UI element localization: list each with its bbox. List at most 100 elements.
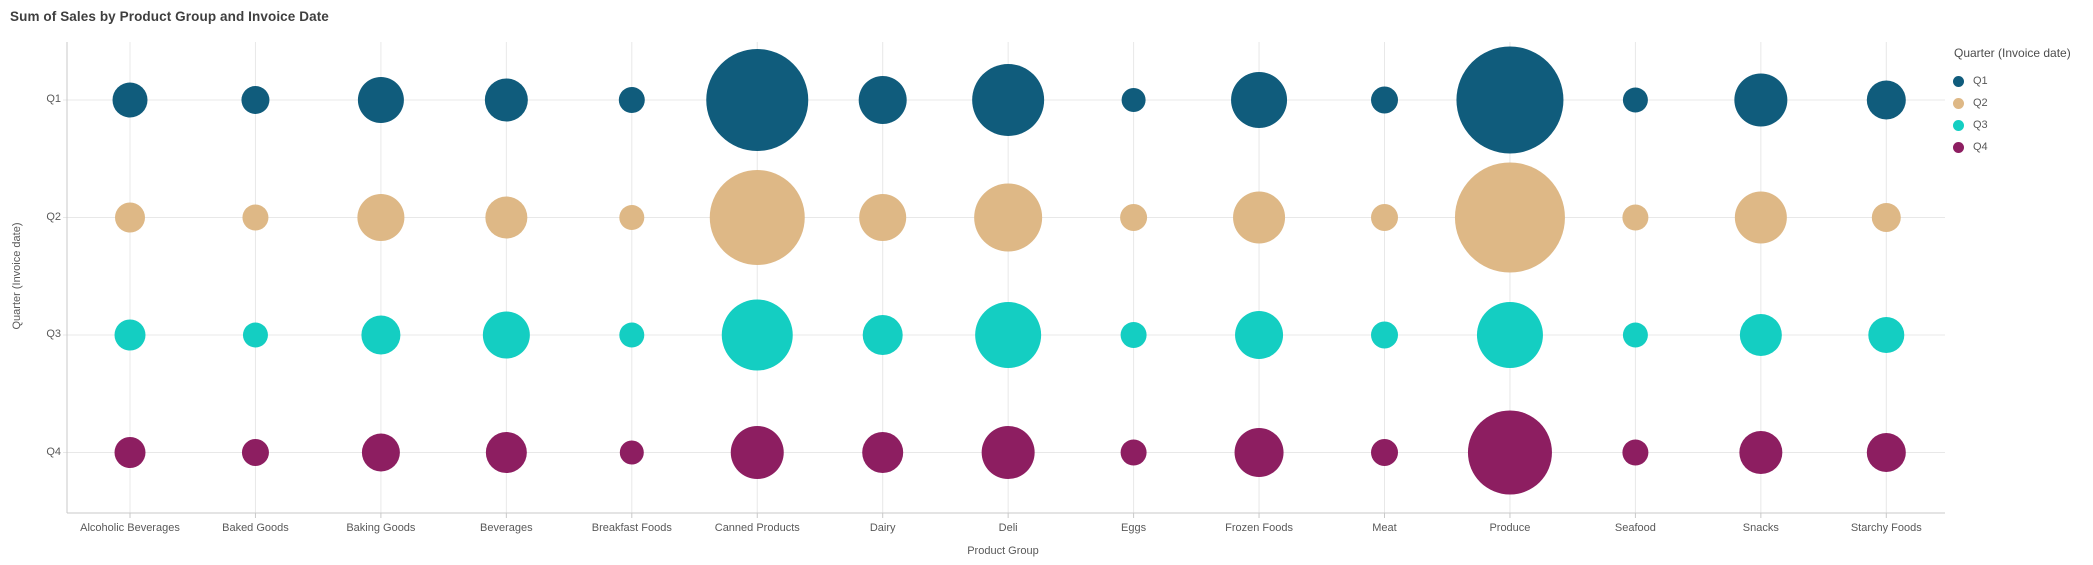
bubble-Q2-Eggs[interactable] [1120, 204, 1148, 231]
x-label-Beverages[interactable]: Beverages [480, 522, 533, 534]
bubble-Q3-Seafood[interactable] [1622, 322, 1648, 348]
bubble-Q3-Starchy Foods[interactable] [1868, 317, 1905, 353]
bubble-Q1-Canned Products[interactable] [706, 49, 809, 151]
bubble-Q2-Seafood[interactable] [1622, 204, 1649, 231]
bubble-Q4-Baked Goods[interactable] [241, 439, 269, 466]
bubble-Q3-Deli[interactable] [975, 302, 1042, 368]
bubble-Q4-Eggs[interactable] [1120, 439, 1147, 466]
bubbles [112, 46, 1906, 495]
bubble-Q3-Alcoholic Beverages[interactable] [114, 319, 146, 351]
bubble-Q3-Beverages[interactable] [482, 311, 530, 359]
bubble-Q3-Dairy[interactable] [862, 315, 903, 355]
x-label-Alcoholic Beverages[interactable]: Alcoholic Beverages [80, 522, 180, 534]
bubble-Q4-Frozen Foods[interactable] [1234, 428, 1284, 477]
y-label-Q1[interactable]: Q1 [46, 93, 61, 105]
x-label-Frozen Foods[interactable]: Frozen Foods [1225, 522, 1293, 534]
x-label-Seafood[interactable]: Seafood [1614, 522, 1656, 534]
legend-item-Q2[interactable]: Q2 [1953, 92, 2091, 114]
bubble-Q2-Baking Goods[interactable] [357, 194, 405, 241]
x-label-Snacks[interactable]: Snacks [1742, 522, 1779, 534]
x-label-Baked Goods[interactable]: Baked Goods [222, 522, 289, 534]
bubble-Q1-Meat[interactable] [1371, 86, 1398, 114]
bubble-Q2-Produce[interactable] [1454, 162, 1565, 273]
bubble-Q2-Frozen Foods[interactable] [1233, 191, 1286, 244]
bubble-Q1-Eggs[interactable] [1121, 88, 1146, 112]
bubble-Q4-Produce[interactable] [1467, 410, 1552, 495]
bubble-Q2-Beverages[interactable] [485, 196, 528, 239]
bubble-Q2-Canned Products[interactable] [709, 170, 805, 265]
legend-item-Q4[interactable]: Q4 [1953, 136, 2091, 158]
bubble-Q4-Canned Products[interactable] [730, 426, 784, 479]
x-label-Meat[interactable]: Meat [1372, 522, 1397, 534]
bubble-Q1-Baking Goods[interactable] [357, 77, 404, 123]
bubble-Q2-Breakfast Foods[interactable] [619, 205, 645, 230]
bubble-Q1-Deli[interactable] [972, 64, 1045, 136]
bubble-Q3-Meat[interactable] [1371, 321, 1398, 349]
bubble-Q4-Beverages[interactable] [485, 432, 527, 473]
bubble-Q4-Meat[interactable] [1371, 439, 1398, 466]
bubble-Q4-Snacks[interactable] [1739, 431, 1783, 474]
bubble-Q1-Beverages[interactable] [484, 78, 528, 122]
bubble-Q1-Breakfast Foods[interactable] [618, 87, 645, 113]
legend-label: Q3 [1973, 119, 1988, 131]
bubble-Q3-Produce[interactable] [1476, 302, 1543, 368]
legend-label: Q4 [1973, 141, 1988, 153]
x-label-Deli[interactable]: Deli [998, 522, 1018, 534]
legend-swatch-Q4 [1953, 141, 1964, 153]
legend: Quarter (Invoice date) Q1 Q2 Q3 Q4 [1953, 46, 2091, 158]
bubble-Q3-Snacks[interactable] [1739, 314, 1782, 356]
bubble-Q2-Dairy[interactable] [859, 194, 907, 241]
legend-swatch-Q2 [1953, 97, 1964, 109]
legend-item-Q3[interactable]: Q3 [1953, 114, 2091, 136]
bubble-Q1-Frozen Foods[interactable] [1231, 72, 1288, 128]
legend-title: Quarter (Invoice date) [1954, 46, 2071, 60]
axis-lines [66, 42, 1945, 518]
bubble-Q3-Canned Products[interactable] [721, 299, 793, 371]
bubble-Q3-Baking Goods[interactable] [361, 315, 401, 355]
x-label-Starchy Foods[interactable]: Starchy Foods [1850, 522, 1922, 534]
bubble-Q3-Eggs[interactable] [1120, 322, 1147, 348]
legend-label: Q2 [1973, 97, 1988, 109]
bubble-Q4-Deli[interactable] [981, 426, 1035, 479]
bubble-Q4-Alcoholic Beverages[interactable] [114, 437, 146, 468]
bubble-Q3-Frozen Foods[interactable] [1235, 311, 1284, 359]
x-label-Breakfast Foods[interactable]: Breakfast Foods [591, 522, 672, 534]
x-label-Eggs[interactable]: Eggs [1121, 522, 1147, 534]
bubble-Q2-Baked Goods[interactable] [242, 204, 269, 231]
legend-label: Q1 [1973, 75, 1988, 87]
bubble-Q2-Snacks[interactable] [1734, 191, 1787, 244]
bubble-Q1-Alcoholic Beverages[interactable] [112, 82, 148, 118]
legend-swatch-Q3 [1953, 119, 1964, 131]
x-axis-title: Product Group [967, 545, 1039, 557]
bubble-Q1-Snacks[interactable] [1734, 73, 1788, 127]
bubble-Q4-Baking Goods[interactable] [361, 433, 400, 472]
bubble-Q4-Seafood[interactable] [1622, 439, 1649, 466]
x-label-Baking Goods[interactable]: Baking Goods [346, 522, 416, 534]
legend-items: Q1 Q2 Q3 Q4 [1953, 70, 2091, 158]
bubble-Q1-Dairy[interactable] [858, 76, 907, 124]
bubble-Q1-Produce[interactable] [1456, 46, 1564, 154]
bubble-Q4-Breakfast Foods[interactable] [619, 440, 644, 465]
x-label-Dairy[interactable]: Dairy [869, 522, 896, 534]
bubble-Q4-Starchy Foods[interactable] [1866, 433, 1906, 472]
x-label-Produce[interactable]: Produce [1489, 522, 1531, 534]
x-label-Canned Products[interactable]: Canned Products [714, 522, 800, 534]
bubble-Q3-Baked Goods[interactable] [242, 322, 268, 348]
bubble-Q1-Starchy Foods[interactable] [1866, 80, 1906, 120]
bubble-Q1-Baked Goods[interactable] [241, 86, 270, 114]
bubble-Q4-Dairy[interactable] [862, 432, 904, 473]
bubble-Q2-Alcoholic Beverages[interactable] [115, 202, 145, 233]
y-axis-title: Quarter (Invoice date) [11, 222, 23, 330]
legend-item-Q1[interactable]: Q1 [1953, 70, 2091, 92]
bubble-Q3-Breakfast Foods[interactable] [619, 322, 645, 348]
y-label-Q4[interactable]: Q4 [46, 445, 61, 458]
bubble-Q2-Meat[interactable] [1371, 204, 1398, 231]
bubble-Q2-Deli[interactable] [974, 183, 1043, 252]
y-label-Q3[interactable]: Q3 [46, 328, 61, 340]
bubble-Q1-Seafood[interactable] [1622, 87, 1648, 113]
y-label-Q2[interactable]: Q2 [46, 210, 61, 223]
chart-title: Sum of Sales by Product Group and Invoic… [10, 9, 329, 24]
bubble-Q2-Starchy Foods[interactable] [1871, 203, 1901, 232]
